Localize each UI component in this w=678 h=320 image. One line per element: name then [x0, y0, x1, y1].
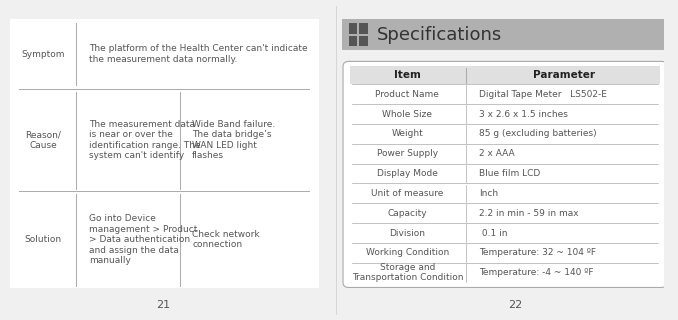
Text: The platform of the Health Center can't indicate
the measurement data normally.: The platform of the Health Center can't …	[89, 44, 307, 64]
Text: Solution: Solution	[25, 235, 62, 244]
Text: Temperature: 32 ~ 104 ºF: Temperature: 32 ~ 104 ºF	[479, 248, 596, 257]
Text: Power Supply: Power Supply	[377, 149, 438, 158]
Text: Division: Division	[389, 228, 425, 237]
Text: Parameter: Parameter	[533, 70, 595, 80]
Text: Digital Tape Meter   LS502-E: Digital Tape Meter LS502-E	[479, 90, 607, 99]
Text: 2 x AAA: 2 x AAA	[479, 149, 515, 158]
Text: Wide Band failure.
The data bridge’s
WAN LED light
flashes: Wide Band failure. The data bridge’s WAN…	[192, 120, 275, 160]
Text: Blue film LCD: Blue film LCD	[479, 169, 540, 178]
Text: Symptom: Symptom	[22, 50, 65, 59]
Text: Working Condition: Working Condition	[365, 248, 449, 257]
Text: Whole Size: Whole Size	[382, 109, 433, 118]
FancyBboxPatch shape	[350, 66, 660, 84]
Text: Check network
connection: Check network connection	[192, 230, 260, 249]
Bar	[342, 19, 664, 50]
Text: 2.2 in min - 59 in max: 2.2 in min - 59 in max	[479, 209, 578, 218]
Text: Specifications: Specifications	[377, 26, 502, 44]
Text: 0.1 in: 0.1 in	[479, 228, 507, 237]
Text: The measurement data
is near or over the
identification range. The
system can't : The measurement data is near or over the…	[89, 120, 201, 160]
Text: Item: Item	[394, 70, 421, 80]
Text: Go into Device
management > Product
> Data authentication
and assign the data
ma: Go into Device management > Product > Da…	[89, 214, 197, 265]
Text: Temperature: -4 ~ 140 ºF: Temperature: -4 ~ 140 ºF	[479, 268, 593, 277]
Text: Inch: Inch	[479, 189, 498, 198]
Text: Weight: Weight	[391, 129, 423, 138]
Bar	[359, 23, 367, 34]
Text: Storage and
Transportation Condition: Storage and Transportation Condition	[352, 263, 463, 283]
Text: Reason/
Cause: Reason/ Cause	[25, 131, 61, 150]
FancyBboxPatch shape	[1, 11, 328, 296]
Bar	[348, 36, 357, 46]
Text: 21: 21	[156, 300, 170, 310]
Text: 85 g (excluding batteries): 85 g (excluding batteries)	[479, 129, 597, 138]
Text: 22: 22	[508, 300, 523, 310]
Text: Product Name: Product Name	[376, 90, 439, 99]
Text: Display Mode: Display Mode	[377, 169, 438, 178]
Text: Unit of measure: Unit of measure	[372, 189, 443, 198]
FancyBboxPatch shape	[343, 61, 667, 287]
Bar	[359, 36, 367, 46]
Text: 3 x 2.6 x 1.5 inches: 3 x 2.6 x 1.5 inches	[479, 109, 567, 118]
Text: Capacity: Capacity	[388, 209, 427, 218]
Bar	[348, 23, 357, 34]
